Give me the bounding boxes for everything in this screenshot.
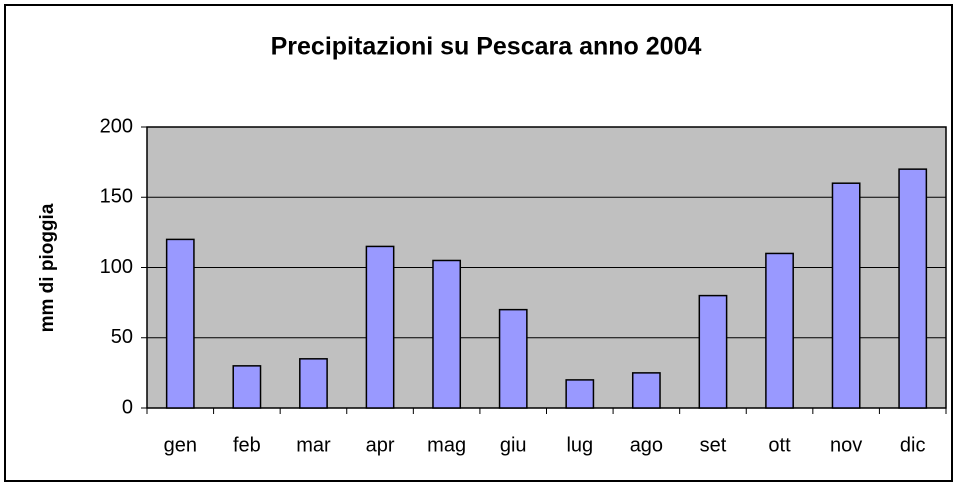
bar [365,245,395,409]
bar [299,358,328,409]
bar [432,259,462,409]
bar [565,379,595,409]
bar [232,365,262,409]
bar [165,238,195,409]
bar [898,168,928,409]
bar [631,372,661,409]
x-tick-label: feb [233,434,261,456]
y-tick-label: 100 [100,256,133,278]
bar [498,308,528,409]
x-tick-label: gen [164,434,197,456]
x-tick-label: ott [768,434,791,456]
x-tick-label: nov [830,434,862,456]
x-tick-label: dic [900,434,926,456]
bar [698,294,728,409]
y-tick-label: 200 [100,115,133,137]
x-tick-label: ago [630,434,663,456]
x-tick-label: set [700,434,727,456]
x-tick-label: mar [296,434,331,456]
bar [765,252,794,409]
bar [831,182,861,409]
chart-title: Precipitazioni su Pescara anno 2004 [271,33,702,61]
x-tick-label: giu [500,434,527,456]
y-axis-label: mm di pioggia [37,203,58,332]
y-tick-label: 50 [111,326,133,348]
x-tick-label: lug [566,434,593,456]
x-tick-label: mag [427,434,466,456]
x-tick-label: apr [366,434,395,456]
y-tick-label: 150 [100,186,133,208]
y-tick-label: 0 [122,396,133,418]
